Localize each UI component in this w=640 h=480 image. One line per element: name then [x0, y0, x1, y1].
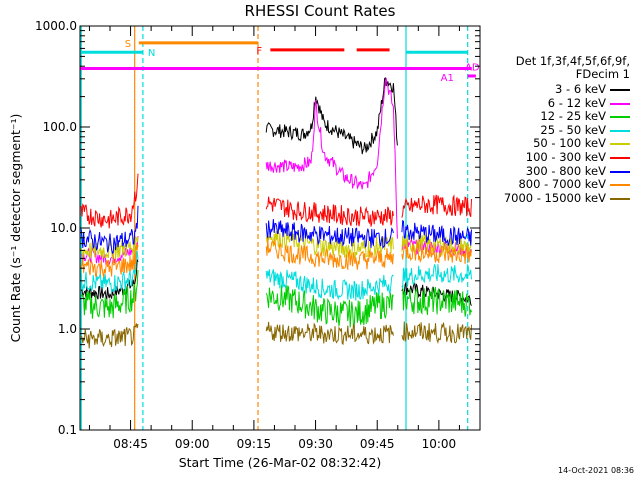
series-3-segment-0 [80, 250, 139, 294]
series-7-segment-2 [401, 242, 472, 265]
series-8-segment-0 [80, 323, 139, 349]
legend-item: 300 - 800 keV [476, 163, 636, 178]
legend-swatch [610, 197, 630, 200]
series-5-segment-2 [401, 194, 472, 218]
series-8-segment-1 [265, 321, 394, 346]
series-1-segment-1 [265, 77, 398, 239]
legend-label: 50 - 100 keV [533, 136, 606, 151]
legend-swatch [610, 89, 630, 91]
legend-label: 7000 - 15000 keV [503, 190, 606, 205]
flag-label-ad: AD [465, 62, 480, 73]
x-tick-label-1: 09:00 [175, 437, 210, 451]
chart-title: RHESSI Count Rates [244, 2, 396, 20]
series-5-segment-1 [265, 196, 394, 227]
series-4-segment-0 [80, 236, 139, 260]
x-tick-label-3: 09:30 [298, 437, 333, 451]
legend-swatch [610, 184, 630, 187]
legend-label: 6 - 12 keV [547, 95, 606, 110]
legend-item: 12 - 25 keV [476, 109, 636, 124]
series-3-segment-2 [401, 263, 472, 290]
y-tick-label-0: 0.1 [58, 423, 77, 437]
series-6-segment-2 [401, 219, 472, 246]
x-tick-label-5: 10:00 [422, 437, 457, 451]
legend-swatch [610, 157, 630, 159]
legend-item: 7000 - 15000 keV [476, 190, 636, 205]
series-6-segment-1 [265, 219, 394, 249]
timestamp: 14-Oct-2021 08:36 [558, 466, 634, 475]
flag-label-a1: A1 [441, 73, 454, 84]
series-6-segment-0 [80, 205, 139, 254]
series-8-segment-2 [401, 321, 472, 344]
legend-item: 50 - 100 keV [476, 136, 636, 151]
series-1-segment-0 [80, 236, 139, 265]
legend-header-line2: FDecim 1 [575, 67, 630, 81]
legend-label: 3 - 6 keV [555, 82, 606, 96]
x-tick-label-2: 09:15 [237, 437, 272, 451]
legend-swatch [610, 129, 630, 132]
legend-label: 100 - 300 keV [525, 150, 606, 164]
series-2-segment-0 [80, 269, 139, 319]
x-tick-label-4: 09:45 [360, 437, 395, 451]
series-7-segment-1 [265, 238, 394, 270]
y-tick-label-3: 100.0 [43, 120, 77, 134]
legend-swatch [610, 143, 630, 146]
legend-item: 800 - 7000 keV [476, 177, 636, 192]
flag-label-f: F [256, 46, 262, 57]
series-2-segment-1 [265, 284, 394, 329]
series-5-segment-0 [80, 173, 139, 229]
series-0-segment-1 [265, 77, 398, 155]
series-2-segment-2 [401, 284, 472, 317]
y-axis-label: Count Rate (s⁻¹ detector segment⁻¹) [8, 114, 23, 343]
flag-label-n: N [148, 48, 155, 59]
legend-label: 25 - 50 keV [540, 122, 606, 137]
legend-item: 6 - 12 keV [476, 95, 636, 110]
legend-swatch [610, 116, 630, 119]
legend-item: 3 - 6 keV [476, 82, 636, 96]
series-7-segment-0 [80, 242, 139, 278]
legend-item: 100 - 300 keV [476, 150, 636, 164]
x-tick-label-0: 08:45 [113, 437, 148, 451]
y-tick-label-1: 1.0 [58, 322, 77, 336]
legend-swatch [610, 102, 630, 105]
legend-swatch [610, 170, 630, 173]
legend-label: 300 - 800 keV [525, 163, 606, 178]
legend-label: 800 - 7000 keV [518, 177, 606, 192]
legend-header-line1: Det 1f,3f,4f,5f,6f,9f, [515, 54, 630, 68]
series-3-segment-1 [265, 269, 394, 301]
flag-label-s: S [125, 39, 131, 50]
legend-item: 25 - 50 keV [476, 122, 636, 137]
legend-label: 12 - 25 keV [540, 109, 606, 124]
y-tick-label-2: 10.0 [50, 221, 77, 235]
x-axis-label: Start Time (26-Mar-02 08:32:42) [179, 455, 382, 470]
y-tick-label-4: 1000.0 [35, 19, 77, 33]
